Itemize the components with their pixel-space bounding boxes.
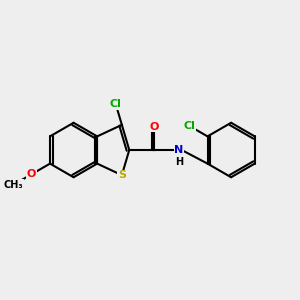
Text: CH₃: CH₃ (4, 180, 23, 190)
Text: O: O (27, 169, 36, 179)
Text: Cl: Cl (183, 121, 195, 131)
Text: S: S (118, 170, 126, 180)
Text: N: N (174, 145, 183, 155)
Text: O: O (150, 122, 159, 132)
Text: H: H (175, 157, 183, 167)
Text: Cl: Cl (110, 99, 122, 110)
